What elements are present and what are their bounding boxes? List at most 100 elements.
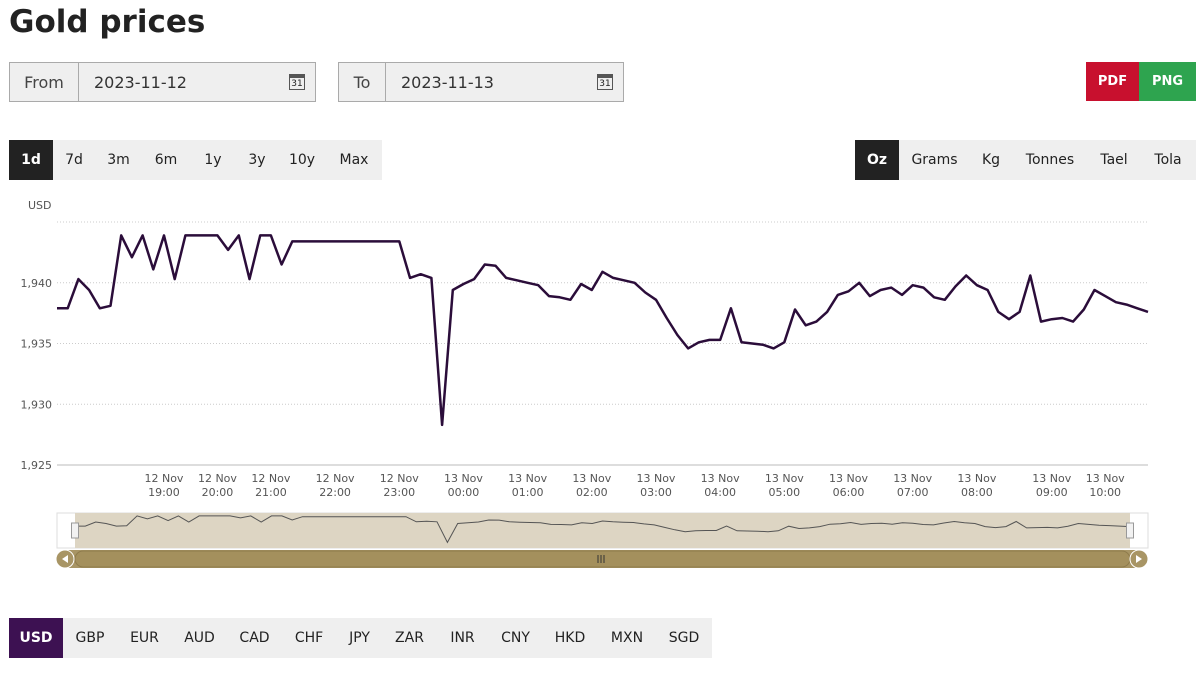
x-tick-label: 13 Nov 00:00 — [444, 472, 483, 499]
to-date[interactable]: To 2023-11-13 31 — [338, 62, 624, 102]
unit-button[interactable]: Grams — [911, 152, 958, 168]
currencie-button[interactable]: CAD — [239, 630, 270, 646]
x-tick-day: 13 Nov — [636, 472, 675, 485]
x-tick-time: 01:00 — [512, 486, 544, 499]
y-tick-label: 1,925 — [21, 459, 53, 472]
from-value[interactable]: 2023-11-12 — [94, 72, 187, 92]
scroll-arrow — [1136, 555, 1142, 563]
x-tick-label: 13 Nov 04:00 — [701, 472, 740, 499]
range-button[interactable]: 1y — [204, 152, 222, 168]
unit-button[interactable]: Tael — [1100, 152, 1128, 168]
x-tick-day: 13 Nov — [444, 472, 483, 485]
scroll-arrow — [62, 555, 68, 563]
currencie-button[interactable]: ZAR — [395, 630, 424, 646]
range-button[interactable]: 10y — [288, 152, 316, 168]
x-tick-label: 13 Nov 09:00 — [1032, 472, 1071, 499]
currencie-button[interactable]: MXN — [610, 630, 644, 646]
x-tick-day: 12 Nov — [144, 472, 183, 485]
currencie-button[interactable]: EUR — [130, 630, 159, 646]
x-tick-day: 13 Nov — [957, 472, 996, 485]
x-tick-day: 13 Nov — [1032, 472, 1071, 485]
currencie-button[interactable]: GBP — [75, 630, 105, 646]
unit-button[interactable]: Tonnes — [1025, 152, 1075, 168]
from-label: From — [10, 63, 79, 101]
x-tick-time: 08:00 — [961, 486, 993, 499]
pdf-button[interactable]: PDF — [1086, 62, 1139, 101]
price-line — [57, 234, 1149, 427]
x-tick-time: 22:00 — [319, 486, 351, 499]
range-button[interactable]: Max — [339, 152, 369, 168]
x-tick-time: 19:00 — [148, 486, 180, 499]
x-tick-time: 23:00 — [383, 486, 415, 499]
x-tick-time: 10:00 — [1089, 486, 1121, 499]
navigator-window — [75, 513, 1130, 548]
currencie-button[interactable]: INR — [450, 630, 475, 646]
x-tick-label: 12 Nov 22:00 — [316, 472, 355, 499]
y-tick-label: 1,940 — [21, 277, 53, 290]
png-button[interactable]: PNG — [1139, 62, 1196, 101]
x-tick-time: 00:00 — [448, 486, 480, 499]
x-tick-day: 13 Nov — [893, 472, 932, 485]
currencie-button[interactable]: CNY — [501, 630, 530, 646]
currencie-button[interactable]: AUD — [184, 630, 215, 646]
scrollbar-thumb[interactable] — [74, 550, 1131, 568]
y-tick-label: 1,935 — [21, 338, 53, 351]
x-tick-time: 09:00 — [1036, 486, 1068, 499]
x-tick-day: 13 Nov — [1086, 472, 1125, 485]
x-tick-time: 04:00 — [704, 486, 736, 499]
x-tick-time: 07:00 — [897, 486, 929, 499]
unit-button[interactable]: Tola — [1154, 152, 1182, 168]
range-button[interactable]: 6m — [154, 152, 178, 168]
from-date[interactable]: From 2023-11-12 31 — [9, 62, 316, 102]
x-tick-time: 02:00 — [576, 486, 608, 499]
export-buttons: PDF PNG — [1086, 62, 1196, 101]
x-tick-label: 13 Nov 07:00 — [893, 472, 932, 499]
currencie-button[interactable]: SGD — [668, 630, 700, 646]
range-button[interactable]: 3y — [248, 152, 266, 168]
x-tick-day: 13 Nov — [765, 472, 804, 485]
navigator-line — [75, 515, 1131, 544]
currencie-button[interactable]: USD — [9, 618, 63, 658]
x-tick-day: 13 Nov — [829, 472, 868, 485]
x-tick-label: 13 Nov 02:00 — [572, 472, 611, 499]
y-tick-label: 1,930 — [21, 398, 53, 411]
range-button[interactable]: 7d — [65, 152, 83, 168]
x-tick-label: 12 Nov 19:00 — [144, 472, 183, 499]
x-tick-label: 13 Nov 08:00 — [957, 472, 996, 499]
currencie-button[interactable]: CHF — [294, 630, 324, 646]
x-tick-day: 13 Nov — [572, 472, 611, 485]
x-tick-label: 13 Nov 03:00 — [636, 472, 675, 499]
unit-button[interactable]: Oz — [855, 140, 899, 180]
to-label: To — [339, 63, 386, 101]
range-buttons: 1d 7d 3m 6m 1y 3y 10y Max — [9, 140, 382, 180]
to-value[interactable]: 2023-11-13 — [401, 72, 494, 92]
currencie-button[interactable]: HKD — [554, 630, 586, 646]
x-tick-day: 12 Nov — [251, 472, 290, 485]
x-tick-time: 21:00 — [255, 486, 287, 499]
x-tick-label: 12 Nov 21:00 — [251, 472, 290, 499]
range-button[interactable]: 1d — [9, 140, 53, 180]
unit-buttons: Oz Grams Kg Tonnes Tael Tola — [855, 140, 1196, 180]
x-tick-label: 13 Nov 06:00 — [829, 472, 868, 499]
calendar-icon[interactable]: 31 — [289, 74, 305, 90]
x-tick-day: 13 Nov — [508, 472, 547, 485]
y-axis-label: USD — [28, 199, 52, 212]
x-tick-day: 12 Nov — [198, 472, 237, 485]
x-tick-label: 12 Nov 23:00 — [380, 472, 419, 499]
currencie-button[interactable]: JPY — [349, 630, 370, 646]
page-title: Gold prices — [9, 4, 206, 40]
x-tick-label: 13 Nov 10:00 — [1086, 472, 1125, 499]
navigator-handle[interactable] — [71, 522, 79, 539]
x-tick-time: 20:00 — [202, 486, 234, 499]
calendar-icon[interactable]: 31 — [597, 74, 613, 90]
unit-button[interactable]: Kg — [981, 152, 1001, 168]
navigator-handle[interactable] — [1126, 522, 1134, 539]
currency-buttons: USD GBP EUR AUD CAD CHF JPY ZAR INR CNY HKD MXN SGD — [9, 618, 712, 658]
range-button[interactable]: 3m — [107, 152, 130, 168]
x-tick-day: 13 Nov — [701, 472, 740, 485]
x-tick-label: 12 Nov 20:00 — [198, 472, 237, 499]
x-tick-day: 12 Nov — [380, 472, 419, 485]
x-tick-time: 03:00 — [640, 486, 672, 499]
x-tick-time: 05:00 — [768, 486, 800, 499]
